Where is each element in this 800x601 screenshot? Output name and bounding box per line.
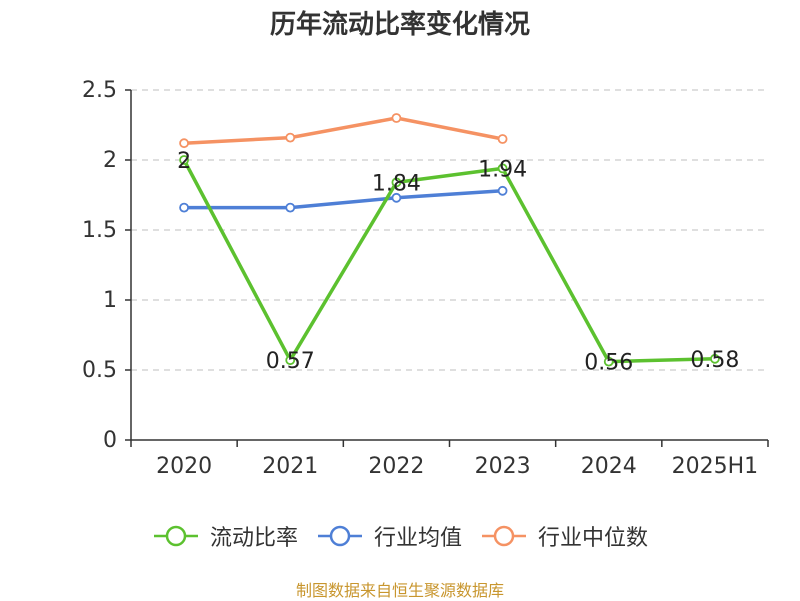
- data-point: [285, 355, 296, 366]
- x-tick-label: 2024: [581, 454, 637, 479]
- data-point: [497, 185, 508, 196]
- data-label: 0.58: [690, 348, 739, 373]
- grid-lines: [131, 89, 768, 371]
- legend-label: 行业均值: [373, 526, 462, 551]
- x-tick-label: 2025H1: [672, 454, 759, 479]
- source-note: 制图数据来自恒生聚源数据库: [295, 581, 504, 600]
- data-point: [179, 138, 189, 149]
- legend-marker-icon: [482, 525, 526, 547]
- y-tick-label: 0.5: [82, 358, 117, 383]
- y-tick-label: 2.5: [82, 78, 117, 103]
- data-point: [285, 202, 296, 213]
- x-tick-label: 2020: [156, 454, 212, 479]
- legend-circle: [165, 525, 187, 547]
- data-point: [179, 202, 189, 213]
- legend-label: 行业中位数: [538, 526, 649, 551]
- data-labels: 2 0.57 1.84 1.94 0.56 0.58: [177, 149, 739, 376]
- legend-circle: [493, 525, 515, 547]
- legend-label: 流动比率: [209, 526, 298, 551]
- series-line: [182, 159, 715, 364]
- axes: 0 0.5 1 1.5 2 2.5 2020 2021 2022 2023 2024 2025H1: [82, 78, 769, 479]
- series-lines: [179, 113, 720, 367]
- y-tick-label: 1.5: [82, 218, 117, 243]
- legend-marker-icon: [317, 525, 362, 547]
- y-tick-label: 1: [103, 288, 117, 313]
- series-line: [184, 189, 503, 210]
- data-label: 0.57: [266, 349, 315, 374]
- y-tick-label: 0: [103, 428, 117, 453]
- data-label: 2: [177, 149, 191, 174]
- legend-item[interactable]: 行业中位数: [480, 520, 648, 552]
- legend-item[interactable]: 行业均值: [316, 520, 462, 552]
- data-point: [391, 113, 402, 123]
- data-point: [179, 155, 189, 165]
- data-label: 1.84: [372, 171, 421, 196]
- data-point: [497, 134, 508, 144]
- legend-marker-icon: [153, 525, 198, 547]
- data-label: 0.56: [584, 351, 633, 376]
- legend-circle: [329, 525, 351, 547]
- x-tick-label: 2021: [262, 454, 318, 479]
- x-tick-label: 2023: [475, 454, 531, 479]
- data-point: [285, 132, 296, 143]
- data-point: [710, 353, 720, 364]
- data-label: 1.94: [478, 157, 527, 182]
- legend-item[interactable]: 流动比率: [152, 520, 298, 552]
- legend: 流动比率 行业均值 行业中位数: [0, 520, 800, 552]
- y-tick-label: 2: [103, 148, 117, 173]
- data-point: [497, 163, 508, 174]
- x-tick-label: 2022: [368, 454, 424, 479]
- chart-title: 历年流动比率变化情况: [269, 10, 530, 40]
- data-point: [391, 192, 402, 203]
- series-line: [183, 116, 503, 145]
- data-point: [603, 356, 614, 367]
- data-point: [391, 177, 402, 188]
